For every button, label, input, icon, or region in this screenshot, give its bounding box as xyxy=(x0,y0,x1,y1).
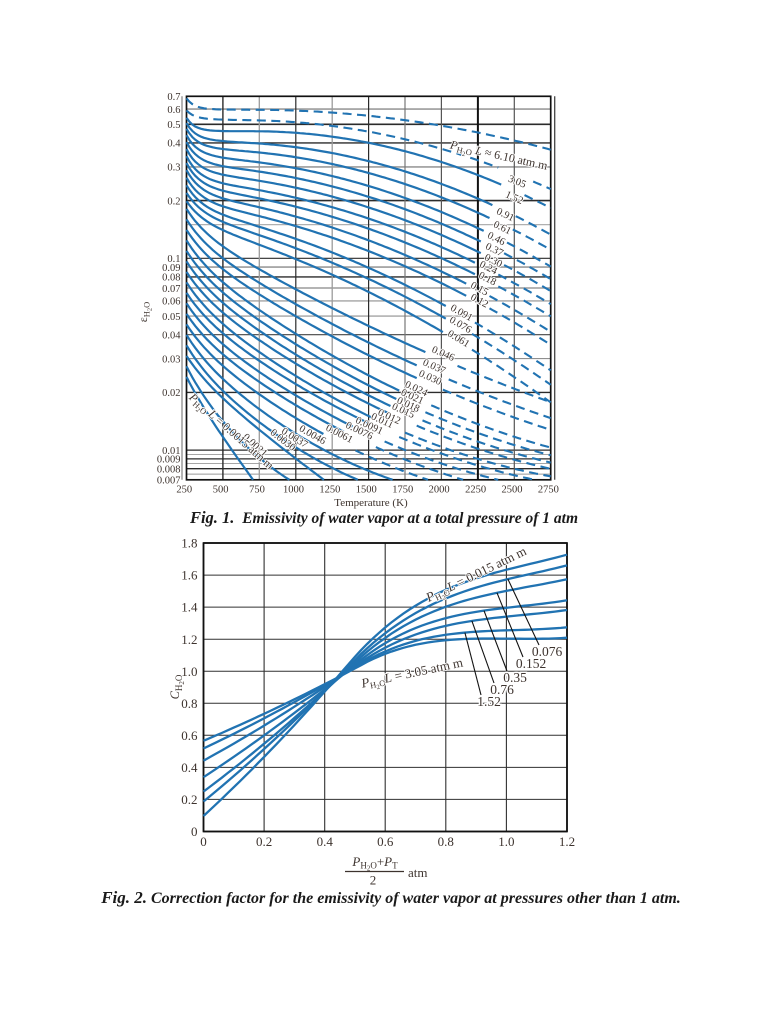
svg-text:0.6: 0.6 xyxy=(181,728,198,743)
svg-text:0.009: 0.009 xyxy=(157,455,181,466)
svg-text:0.5: 0.5 xyxy=(167,120,180,131)
svg-text:0.6: 0.6 xyxy=(167,105,180,116)
svg-text:1.2: 1.2 xyxy=(559,834,575,849)
svg-text:0.35: 0.35 xyxy=(503,670,527,685)
svg-text:0.3: 0.3 xyxy=(167,163,180,174)
svg-text:2: 2 xyxy=(370,873,377,888)
svg-text:0.02: 0.02 xyxy=(162,388,180,399)
svg-text:1.0: 1.0 xyxy=(181,664,197,679)
svg-text:PH2O+PT: PH2O+PT xyxy=(351,854,398,873)
svg-text:0.03: 0.03 xyxy=(162,354,180,365)
svg-text:1.8: 1.8 xyxy=(181,536,197,551)
svg-text:0.152: 0.152 xyxy=(516,656,546,671)
svg-text:0.4: 0.4 xyxy=(181,760,198,775)
svg-text:0.8: 0.8 xyxy=(438,834,454,849)
svg-text:0.076: 0.076 xyxy=(532,644,563,659)
svg-text:1.52: 1.52 xyxy=(477,694,501,709)
svg-text:1.0: 1.0 xyxy=(498,834,514,849)
svg-text:0.2: 0.2 xyxy=(167,196,180,207)
svg-text:2750: 2750 xyxy=(538,485,559,496)
svg-text:0: 0 xyxy=(200,834,207,849)
svg-text:0: 0 xyxy=(191,824,198,839)
svg-text:1.6: 1.6 xyxy=(181,568,198,583)
svg-text:atm: atm xyxy=(408,865,428,880)
svg-text:1250: 1250 xyxy=(319,485,340,496)
svg-text:1500: 1500 xyxy=(356,485,377,496)
svg-text:500: 500 xyxy=(213,485,229,496)
svg-text:0.04: 0.04 xyxy=(162,331,181,342)
svg-text:1000: 1000 xyxy=(283,485,304,496)
svg-text:0.2: 0.2 xyxy=(256,834,272,849)
svg-text:0.08: 0.08 xyxy=(162,273,180,284)
svg-text:0.7: 0.7 xyxy=(167,92,180,103)
svg-text:0.4: 0.4 xyxy=(317,834,334,849)
svg-text:0.8: 0.8 xyxy=(181,696,197,711)
svg-text:0.05: 0.05 xyxy=(162,312,180,323)
svg-text:0.01: 0.01 xyxy=(162,446,180,457)
svg-text:250: 250 xyxy=(176,485,192,496)
svg-text:0.008: 0.008 xyxy=(157,465,181,476)
svg-text:0.007: 0.007 xyxy=(157,476,181,487)
svg-text:2250: 2250 xyxy=(465,485,486,496)
svg-text:0.76: 0.76 xyxy=(490,682,514,697)
svg-text:Fig. 1. Emissivity of water v: Fig. 1. Emissivity of water vapor at a t… xyxy=(189,508,578,527)
svg-text:0.1: 0.1 xyxy=(167,254,180,265)
svg-text:0.09: 0.09 xyxy=(162,263,180,274)
svg-text:0.6: 0.6 xyxy=(377,834,394,849)
svg-text:1.4: 1.4 xyxy=(181,600,198,615)
svg-text:2000: 2000 xyxy=(429,485,450,496)
svg-text:2500: 2500 xyxy=(502,485,523,496)
svg-text:0.2: 0.2 xyxy=(181,792,197,807)
svg-text:0.07: 0.07 xyxy=(162,284,180,295)
svg-text:1750: 1750 xyxy=(392,485,413,496)
svg-text:750: 750 xyxy=(249,485,265,496)
svg-text:0.4: 0.4 xyxy=(167,139,181,150)
svg-text:1.2: 1.2 xyxy=(181,632,197,647)
svg-text:Fig. 2. Correction factor for: Fig. 2. Correction factor for the emissi… xyxy=(100,888,681,907)
svg-text:0.06: 0.06 xyxy=(162,297,180,308)
svg-text:Temperature (K): Temperature (K) xyxy=(334,497,408,509)
